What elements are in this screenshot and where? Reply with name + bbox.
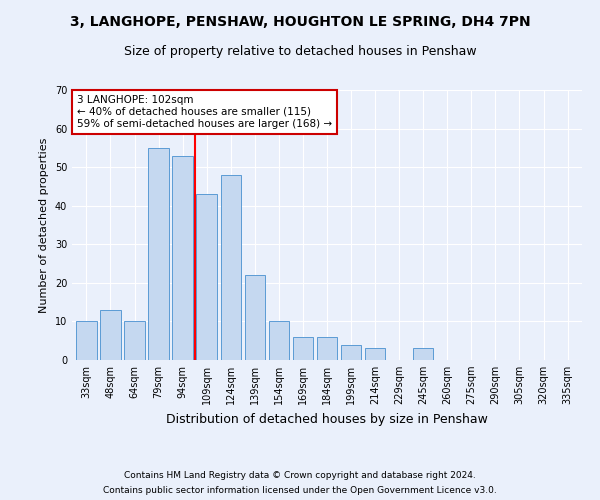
- Bar: [365, 348, 385, 360]
- Bar: [245, 275, 265, 360]
- Bar: [293, 337, 313, 360]
- Bar: [269, 322, 289, 360]
- Bar: [100, 310, 121, 360]
- X-axis label: Distribution of detached houses by size in Penshaw: Distribution of detached houses by size …: [166, 412, 488, 426]
- Bar: [221, 175, 241, 360]
- Text: 3, LANGHOPE, PENSHAW, HOUGHTON LE SPRING, DH4 7PN: 3, LANGHOPE, PENSHAW, HOUGHTON LE SPRING…: [70, 15, 530, 29]
- Bar: [413, 348, 433, 360]
- Text: Contains HM Land Registry data © Crown copyright and database right 2024.: Contains HM Land Registry data © Crown c…: [124, 471, 476, 480]
- Bar: [317, 337, 337, 360]
- Text: Contains public sector information licensed under the Open Government Licence v3: Contains public sector information licen…: [103, 486, 497, 495]
- Text: Size of property relative to detached houses in Penshaw: Size of property relative to detached ho…: [124, 45, 476, 58]
- Bar: [196, 194, 217, 360]
- Text: 3 LANGHOPE: 102sqm
← 40% of detached houses are smaller (115)
59% of semi-detach: 3 LANGHOPE: 102sqm ← 40% of detached hou…: [77, 96, 332, 128]
- Bar: [76, 322, 97, 360]
- Bar: [172, 156, 193, 360]
- Bar: [148, 148, 169, 360]
- Y-axis label: Number of detached properties: Number of detached properties: [39, 138, 49, 312]
- Bar: [124, 322, 145, 360]
- Bar: [341, 344, 361, 360]
